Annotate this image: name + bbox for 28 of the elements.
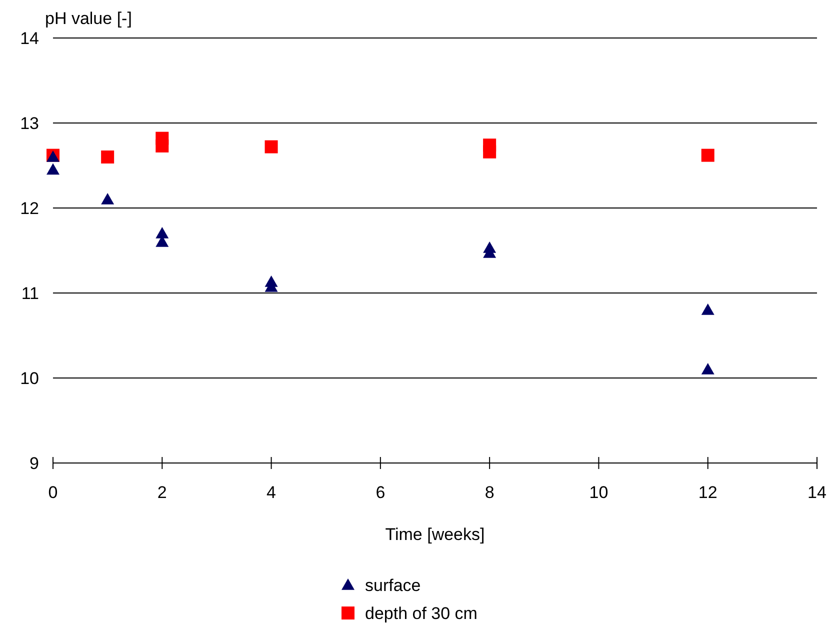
point: [701, 363, 714, 374]
y-tick-label: 12: [20, 198, 39, 218]
y-tick-label: 11: [21, 284, 39, 303]
point: [701, 304, 714, 315]
point: [264, 140, 278, 154]
x-tick-label: 8: [484, 483, 494, 502]
x-tick-label: 10: [589, 483, 608, 502]
legend-label: depth of 30 cm: [365, 604, 478, 623]
x-tick-label: 12: [698, 483, 718, 502]
x-tick-label: 14: [808, 483, 826, 502]
y-tick-label: 14: [20, 28, 39, 48]
point: [101, 150, 114, 164]
point: [483, 145, 496, 158]
legend-label: surface: [365, 576, 421, 595]
x-tick-label: 0: [48, 483, 58, 502]
x-axis-title: Time [weeks]: [385, 525, 485, 544]
point: [101, 193, 114, 204]
point: [156, 139, 169, 152]
y-axis-title: pH value [-]: [45, 9, 132, 28]
y-tick-label: 13: [20, 114, 39, 133]
point: [156, 227, 169, 238]
y-tick-label: 10: [20, 368, 39, 388]
point: [701, 148, 714, 162]
x-tick-label: 4: [266, 483, 276, 502]
y-tick-label: 9: [30, 454, 39, 473]
x-tick-label: 6: [376, 483, 386, 502]
point: [46, 163, 60, 175]
x-tick-label: 2: [157, 483, 167, 502]
